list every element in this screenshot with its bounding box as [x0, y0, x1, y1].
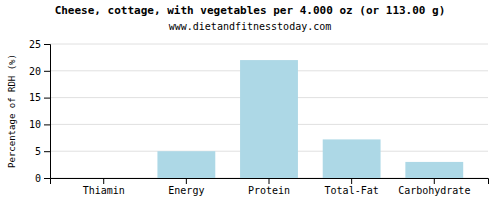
y-tick-mark	[44, 124, 50, 125]
grid	[50, 44, 488, 178]
x-tick-label: Carbohydrate	[398, 185, 470, 196]
bar	[75, 178, 133, 179]
grid-line	[50, 44, 488, 45]
x-tick-mark	[434, 178, 435, 184]
x-axis: Thiamin Energy Protein Total-Fat Carbohydrat…	[51, 178, 489, 196]
x-tick-mark	[103, 178, 104, 184]
x-tick: Energy	[168, 178, 204, 196]
x-tick: Thiamin	[83, 178, 125, 196]
y-tick-mark	[44, 44, 50, 45]
y-tick-label: 25	[29, 39, 41, 50]
y-tick-label: 20	[29, 66, 41, 77]
y-tick: 25	[29, 39, 50, 50]
y-tick: 0	[35, 173, 50, 184]
x-tick: Protein	[248, 178, 290, 196]
bar	[240, 60, 298, 178]
bars	[157, 60, 463, 178]
y-tick: 20	[29, 66, 50, 77]
y-tick: 15	[29, 92, 50, 103]
x-tick-label: Total-Fat	[325, 185, 379, 196]
x-axis-line	[51, 179, 489, 185]
y-tick: 5	[35, 146, 50, 157]
bar	[323, 139, 381, 178]
title: Cheese, cottage, with vegetables per 4.0…	[55, 4, 446, 17]
y-tick-label: 15	[29, 92, 41, 103]
y-tick-label: 0	[35, 173, 41, 184]
y-tick-label: 5	[35, 146, 41, 157]
bar	[405, 162, 463, 178]
y-tick: 10	[29, 119, 50, 130]
x-tick-mark	[351, 178, 352, 184]
y-tick-mark	[44, 178, 50, 179]
x-tick: Carbohydrate	[398, 178, 470, 196]
x-tick: Total-Fat	[325, 178, 379, 196]
plot: 0 5 10 15 20 25 Thiamin Energy Protein Total-Fat C…	[29, 39, 489, 196]
y-tick-mark	[44, 71, 50, 72]
x-tick-label: Protein	[248, 185, 290, 196]
y-tick-mark	[44, 98, 50, 99]
bar	[157, 151, 215, 178]
x-tick-label: Thiamin	[83, 185, 125, 196]
subtitle: www.dietandfitnesstoday.com	[169, 21, 332, 32]
y-axis-title: Percentage of RDH (%)	[7, 54, 17, 168]
y-tick-label: 10	[29, 119, 41, 130]
chart-container: Cheese, cottage, with vegetables per 4.0…	[0, 0, 500, 200]
y-axis-line	[44, 45, 51, 179]
y-axis: 0 5 10 15 20 25	[29, 39, 51, 184]
x-tick-mark	[269, 178, 270, 184]
x-tick-mark	[186, 178, 187, 184]
chart-svg: Cheese, cottage, with vegetables per 4.0…	[0, 0, 500, 200]
y-tick-mark	[44, 151, 50, 152]
x-tick-label: Energy	[168, 185, 204, 196]
